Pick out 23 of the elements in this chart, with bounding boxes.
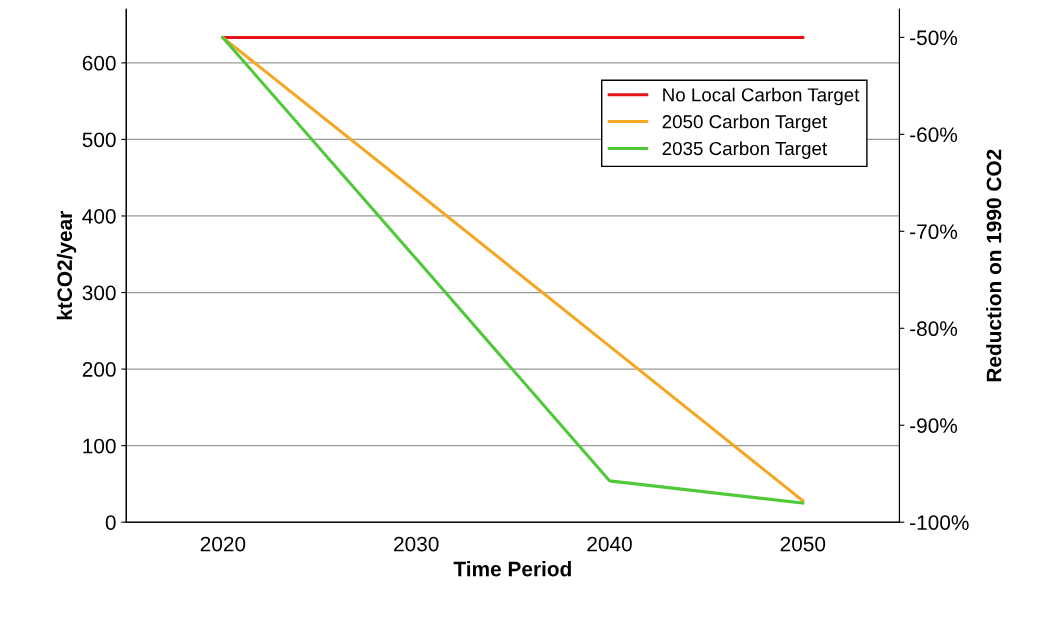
y-tick-label: 400 [82, 208, 116, 224]
y2-tick-label: -60% [910, 127, 958, 143]
y2-axis-title: Reduction on 1990 CO2 [986, 149, 1002, 382]
y-tick-label: 300 [82, 285, 116, 301]
y2-tick-label: -100% [910, 515, 969, 530]
y2-tick-label: -80% [910, 321, 958, 337]
legend-label: No Local Carbon Target [663, 87, 860, 106]
y2-tick-label: -90% [910, 418, 958, 433]
x-tick-label: 2050 [780, 536, 826, 552]
y2-tick-label: -50% [910, 30, 958, 46]
x-tick-label: 2040 [587, 536, 632, 552]
y2-tick-label: -70% [910, 224, 958, 240]
y-tick-label: 0 [105, 515, 116, 530]
legend-label: 2035 Carbon Target [662, 141, 827, 159]
y-tick-label: 200 [82, 362, 116, 377]
y-tick-label: 600 [82, 55, 116, 71]
y-tick-label: 500 [82, 132, 116, 148]
y-tick-label: 100 [83, 438, 116, 454]
x-tick-label: 2030 [394, 536, 439, 552]
legend-label: 2050 Carbon Target [662, 114, 827, 133]
y-axis-title: ktCO2/year [56, 211, 77, 320]
x-axis-title: Time Period [453, 561, 571, 577]
x-tick-label: 2020 [200, 536, 246, 552]
